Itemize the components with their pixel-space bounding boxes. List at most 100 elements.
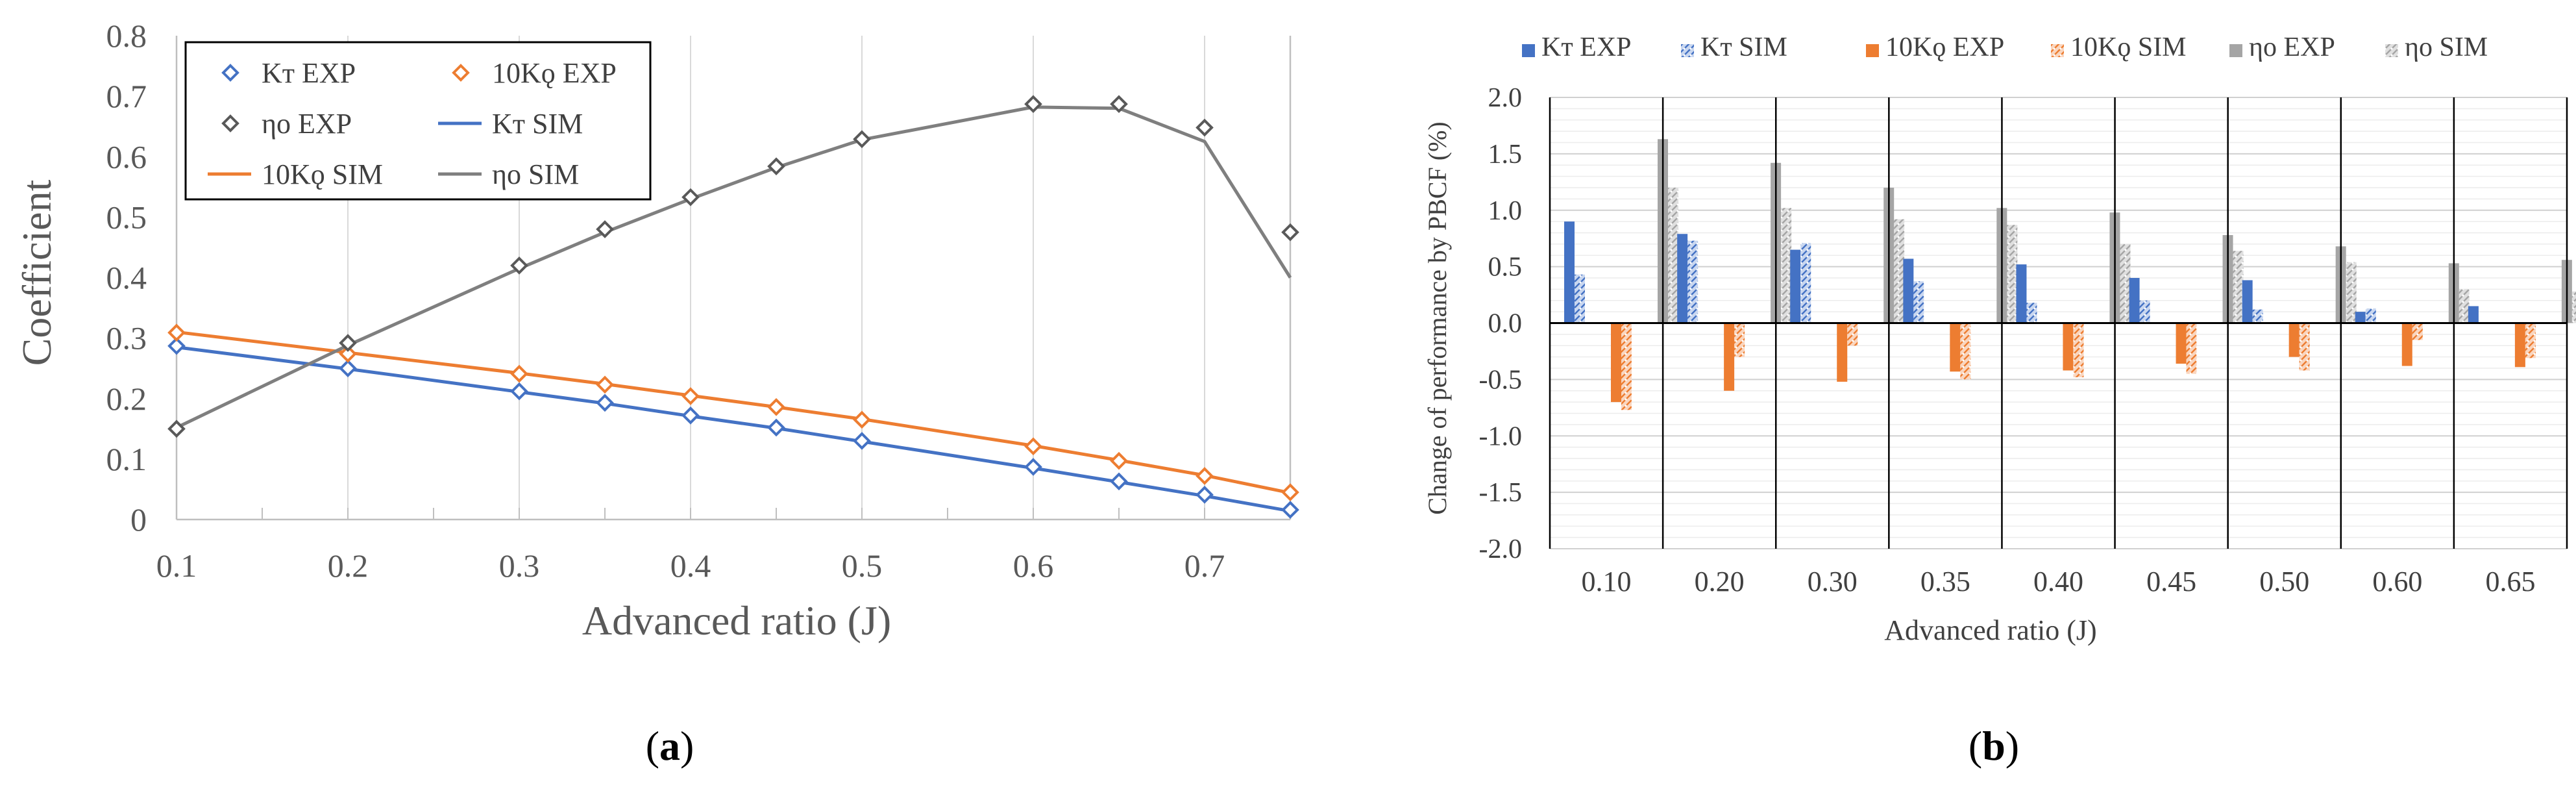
legend-b-swatch-k-exp (1522, 44, 1535, 57)
y-tick-label-a-0-4: 0.4 (106, 260, 147, 296)
bar-10k-sim-0-65 (2525, 323, 2536, 358)
bar-k-sim-0-45 (2139, 300, 2150, 323)
marker-10k-exp-6 (853, 410, 871, 429)
x-tick-label-a-0-4: 0.4 (670, 547, 711, 584)
marker-10k-exp-1 (339, 345, 357, 363)
marker-10k-exp-2 (510, 364, 528, 383)
x-tick-label-b-0-65: 0.65 (2485, 566, 2535, 597)
y-tick-label-a-0-7: 0.7 (106, 78, 147, 114)
marker-10k-exp-0 (167, 323, 186, 342)
legend-b-label-10k-exp: 10Kǫ EXP (1885, 32, 2004, 62)
y-tick-label-a-0-6: 0.6 (106, 138, 147, 175)
x-tick-label-a-0-6: 0.6 (1013, 547, 1054, 584)
y-tick-label-b-0-5: 0.5 (1488, 253, 1523, 282)
bar-10k-sim-0-45 (2186, 323, 2197, 374)
x-axis-label-a: Advanced ratio (J) (582, 597, 891, 644)
marker-k-exp-3 (596, 394, 614, 412)
bar-k-sim-0-10 (1575, 274, 1585, 323)
bar-k-sim-0-50 (2252, 309, 2263, 323)
x-tick-label-a-0-1: 0.1 (156, 547, 197, 584)
bar-k-exp-0-50 (2242, 280, 2253, 323)
x-axis-label-b: Advanced ratio (J) (1884, 614, 2096, 646)
legend-b-swatch-10k-sim (2051, 44, 2064, 57)
panel-label-b: (b) (1969, 723, 2019, 769)
marker-k-exp-5 (767, 418, 785, 437)
marker-10k-exp-7 (1024, 437, 1042, 456)
y-tick-label-b-1-0: 1.0 (1488, 196, 1523, 226)
bar-k-exp-0-30 (1790, 249, 1801, 323)
bars (1564, 139, 2576, 410)
x-tick-label-b-0-10: 0.10 (1582, 566, 1632, 597)
y-tick-label-b-1-5: -1.5 (1479, 478, 1523, 508)
y-tick-label-b-1-5: 1.5 (1488, 140, 1523, 169)
panel-label-a: (a) (646, 723, 694, 769)
x-tick-label-b-0-35: 0.35 (1920, 566, 1970, 597)
bar-k-exp-0-10 (1564, 221, 1575, 323)
y-tick-label-b-0-5: -0.5 (1479, 365, 1523, 395)
legend-a-label-10k-sim: 10Kǫ SIM (262, 158, 383, 190)
legend-b-swatch-o-exp (2229, 44, 2242, 57)
bar-k-sim-0-20 (1687, 240, 1699, 323)
marker-o-exp-9 (1196, 118, 1214, 137)
bar-10k-exp-0-20 (1724, 323, 1735, 391)
bar-10k-exp-0-30 (1837, 323, 1848, 382)
y-axis-label-b: Change of performance by PBCF (%) (1423, 121, 1452, 514)
y-tick-label-a-0-1: 0.1 (106, 441, 147, 477)
horizontal-gridlines (1550, 97, 2567, 549)
marker-o-exp-0 (167, 420, 186, 438)
bar-o-sim-0-10 (1668, 188, 1678, 323)
marker-10k-exp-9 (1196, 467, 1214, 485)
marker-o-exp-5 (767, 157, 785, 175)
exp-markers (167, 95, 1299, 519)
marker-o-exp-10 (1281, 223, 1299, 242)
bar-k-sim-0-40 (2026, 303, 2037, 323)
marker-k-exp-6 (853, 432, 871, 450)
marker-k-exp-1 (339, 359, 357, 378)
marker-o-exp-4 (681, 188, 700, 207)
marker-10k-exp-5 (767, 397, 785, 416)
y-tick-label-b-2-0: 2.0 (1488, 83, 1523, 113)
marker-o-exp-6 (853, 130, 871, 149)
marker-k-exp-10 (1281, 501, 1299, 519)
y-tick-label-a-0-5: 0.5 (106, 199, 147, 235)
legend-b-label-o-exp: ηo EXP (2249, 32, 2335, 62)
bar-10k-exp-0-35 (1950, 323, 1961, 372)
marker-k-exp-8 (1110, 472, 1128, 491)
marker-k-exp-7 (1024, 458, 1042, 476)
legend-b-label-k-exp: Kт EXP (1541, 32, 1632, 62)
legend-a-swatch-o-exp (221, 114, 239, 132)
x-tick-label-a-0-7: 0.7 (1184, 547, 1225, 584)
y-tick-label-b-2-0: -2.0 (1479, 534, 1523, 564)
bar-10k-exp-0-10 (1611, 323, 1621, 403)
bar-k-sim-0-30 (1800, 243, 1811, 323)
bar-k-exp-0-45 (2129, 278, 2140, 323)
marker-10k-exp-4 (681, 387, 700, 405)
marker-10k-exp-10 (1281, 483, 1299, 501)
x-tick-label-a-0-2: 0.2 (328, 547, 369, 584)
x-tick-label-a-0-3: 0.3 (499, 547, 540, 584)
x-tick-labels-a: 0.1 0.2 0.3 0.4 0.5 0.6 0.7 (156, 547, 1225, 584)
marker-k-exp-4 (681, 406, 700, 425)
legend-a: Kт EXP 10Kǫ EXP ηo EXP Kт SIM 10Kǫ SIM ηo SIM (184, 41, 652, 201)
x-tick-label-b-0-40: 0.40 (2033, 566, 2083, 597)
legend-b-swatch-10k-exp (1866, 44, 1879, 57)
bar-10k-exp-0-45 (2176, 323, 2187, 364)
bar-k-exp-0-20 (1677, 234, 1688, 323)
marker-k-exp-9 (1196, 485, 1214, 504)
bar-10k-sim-0-35 (1960, 323, 1971, 380)
bar-o-sim-0-50 (2346, 262, 2357, 323)
y-tick-labels-a: 0 0.1 0.2 0.3 0.4 0.5 0.6 0.7 0.8 (106, 18, 147, 538)
bar-k-exp-0-40 (2016, 264, 2027, 323)
chart-panel-b: -2.0 -1.5 -1.0 -0.5 0.0 0.5 1.0 1.5 2.0 0.10 0.20… (1423, 32, 2576, 769)
legend-a-box (184, 41, 652, 201)
bar-10k-sim-0-50 (2299, 323, 2310, 371)
legend-b-swatch-k-sim (1681, 44, 1694, 57)
bar-10k-sim-0-40 (2073, 323, 2084, 377)
marker-k-exp-0 (167, 336, 186, 355)
bar-10k-exp-0-60 (2401, 323, 2412, 366)
legend-b: Kт EXP Kт SIM 10Kǫ EXP 10Kǫ SIM ηo EXP ηo SIM (1522, 32, 2488, 62)
legend-a-label-10k-exp: 10Kǫ EXP (492, 57, 617, 89)
legend-a-label-k-exp: Kт EXP (262, 57, 356, 89)
bar-k-exp-0-60 (2355, 312, 2366, 323)
